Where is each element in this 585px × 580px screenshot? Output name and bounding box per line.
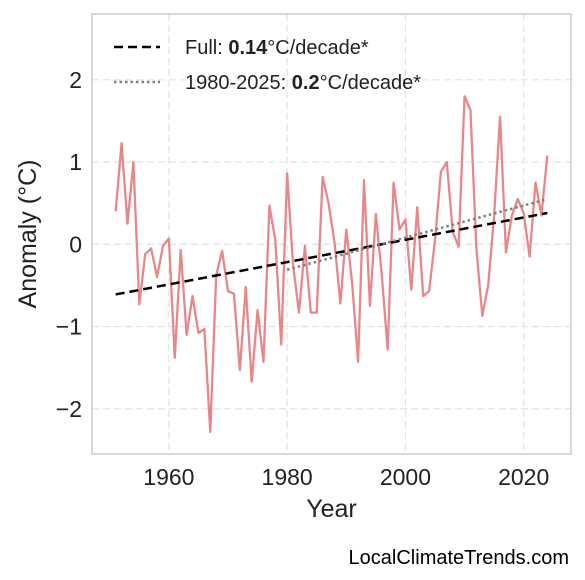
legend-full-suffix: °C/decade*: [267, 37, 369, 59]
y-tick-label: −2: [56, 396, 82, 422]
legend-label-recent: 1980-2025: 0.2°C/decade*: [185, 72, 421, 94]
legend: Full: 0.14°C/decade* 1980-2025: 0.2°C/de…: [114, 37, 421, 94]
legend-full-prefix: Full:: [185, 37, 228, 59]
x-axis-label: Year: [306, 495, 357, 523]
y-tick-label: 0: [69, 231, 82, 257]
y-tick-label: −1: [56, 314, 82, 340]
series-layer: [114, 95, 549, 433]
plot-frame: [91, 13, 572, 455]
y-tick-label: 2: [69, 67, 82, 93]
legend-full-value: 0.14: [228, 37, 268, 59]
legend-recent-value: 0.2: [292, 72, 320, 94]
y-tick-label: 1: [69, 149, 82, 175]
anomaly-line: [114, 95, 549, 433]
site-watermark: LocalClimateTrends.com: [348, 547, 569, 569]
trend-recent-line: [286, 197, 548, 271]
legend-label-full: Full: 0.14°C/decade*: [185, 37, 369, 59]
x-tick-label: 1980: [262, 464, 313, 490]
tick-labels: 1960 1980 2000 2020 −2 −1 0 1 2: [56, 67, 550, 490]
legend-recent-suffix: °C/decade*: [320, 72, 422, 94]
x-tick-label: 1960: [143, 464, 194, 490]
trend-full-line: [115, 211, 548, 296]
x-tick-label: 2000: [380, 464, 431, 490]
legend-recent-prefix: 1980-2025:: [185, 72, 292, 94]
y-axis-label: Anomaly (°C): [14, 160, 42, 309]
x-tick-label: 2020: [498, 464, 549, 490]
